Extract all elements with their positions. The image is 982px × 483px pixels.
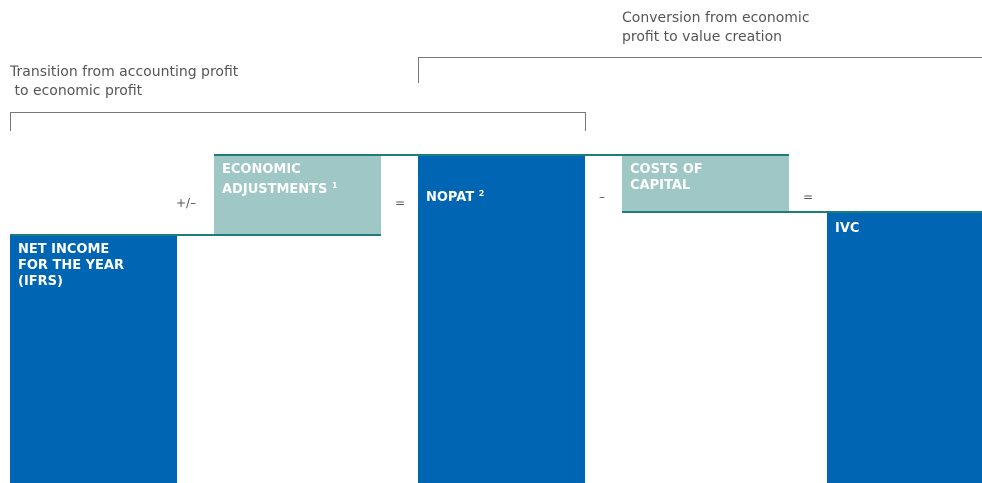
operator: = <box>395 196 406 210</box>
text: COSTS OF <box>630 162 703 177</box>
text: NOPAT <box>426 190 475 205</box>
text: to economic profit <box>10 83 143 99</box>
text: Conversion from economic <box>622 10 810 26</box>
bracket-label: Conversion from economic profit to value … <box>622 9 810 47</box>
operator: – <box>599 190 605 204</box>
text: ECONOMIC <box>222 162 301 177</box>
bracket <box>418 57 982 83</box>
bracket-label: Transition from accounting profit to eco… <box>10 63 238 101</box>
footnote: 1 <box>331 181 338 190</box>
box: NET INCOME FOR THE YEAR (IFRS) <box>10 236 177 483</box>
box: NOPAT 2 <box>418 156 585 483</box>
box: IVC <box>827 213 982 483</box>
bracket <box>10 112 586 131</box>
text: ADJUSTMENTS <box>222 182 328 197</box>
text: (IFRS) <box>18 274 63 289</box>
text: CAPITAL <box>630 178 691 193</box>
box: COSTS OF CAPITAL <box>622 156 789 211</box>
operator: = <box>803 190 814 204</box>
operator: +/– <box>176 196 197 210</box>
text: NET INCOME <box>18 242 110 257</box>
text: FOR THE YEAR <box>18 258 124 273</box>
rule <box>214 154 789 156</box>
footnote: 2 <box>478 189 485 198</box>
rule <box>10 234 381 236</box>
rule <box>622 211 982 213</box>
text: Transition from accounting profit <box>10 64 239 80</box>
text: IVC <box>835 221 860 236</box>
box: ECONOMIC ADJUSTMENTS 1 <box>214 156 381 234</box>
text: ADJUSTMENTS 1 <box>222 178 373 198</box>
text: profit to value creation <box>622 29 783 45</box>
